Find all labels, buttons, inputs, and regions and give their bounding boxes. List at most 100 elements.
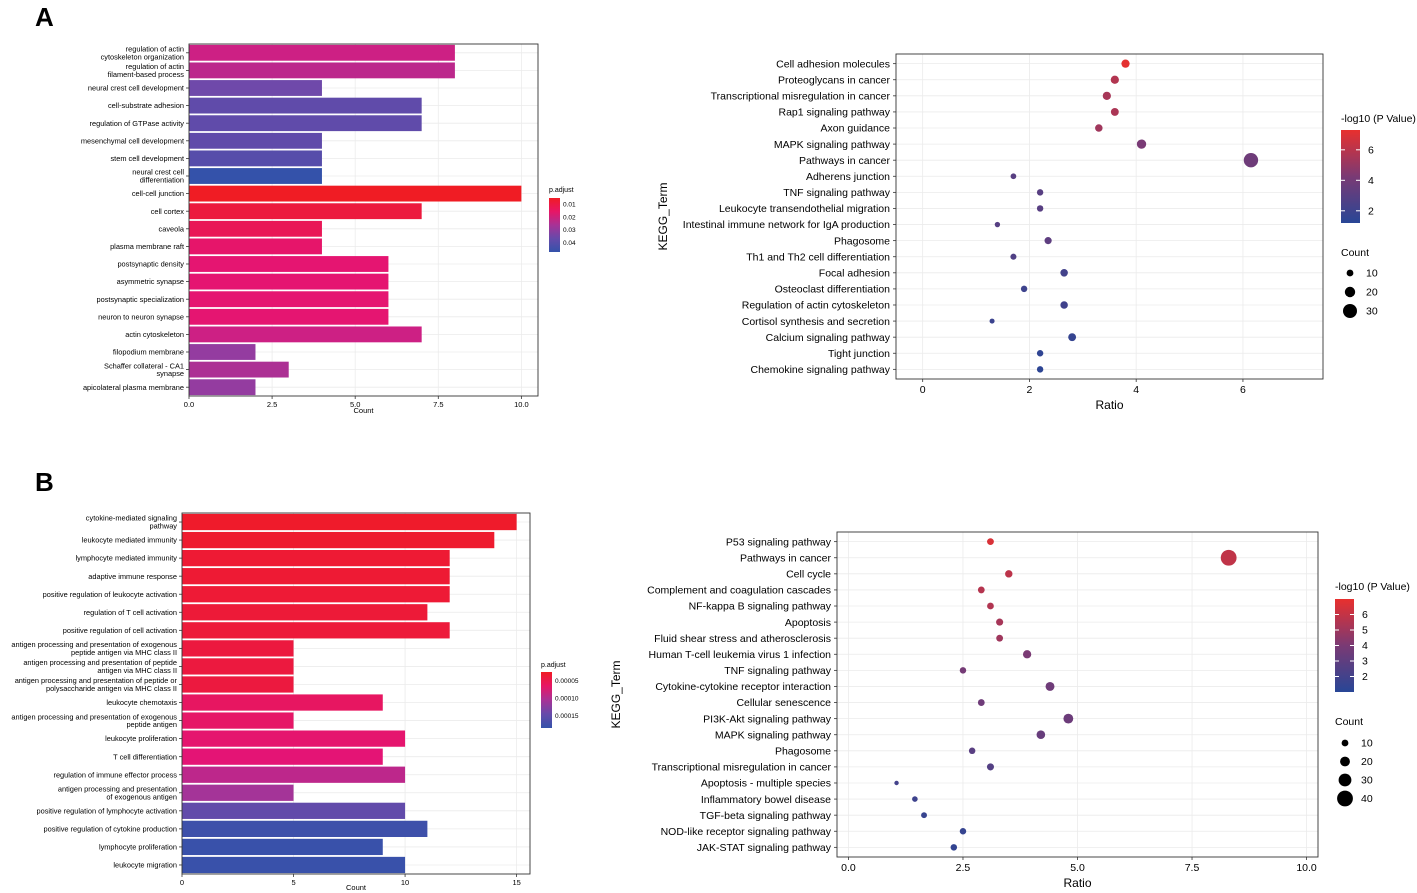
term-label: TGF-beta signaling pathway: [700, 810, 832, 822]
bar: [182, 586, 450, 603]
data-point: [1005, 570, 1013, 578]
category-label: T cell differentiation: [113, 752, 177, 761]
color-legend-label: 0.00010: [555, 695, 579, 702]
category-label: asymmetric synapse: [117, 277, 184, 286]
term-label: Cell adhesion molecules: [776, 58, 890, 70]
category-label: polysaccharide antigen via MHC class II: [46, 684, 177, 693]
data-point: [1036, 366, 1044, 373]
category-label: antigen processing and presentation of e…: [11, 640, 177, 649]
term-label: Cellular senescence: [736, 697, 831, 709]
data-point: [994, 221, 1001, 228]
data-point: [968, 747, 976, 755]
x-tick-label: 2: [1027, 384, 1033, 396]
data-point: [1044, 237, 1052, 245]
bar: [189, 361, 289, 378]
color-legend-label: 0.00005: [555, 678, 579, 685]
bar: [182, 640, 294, 657]
x-tick-label: 0: [920, 384, 926, 396]
size-legend-dot: [1337, 790, 1353, 807]
bar: [182, 658, 294, 675]
data-point: [1068, 333, 1077, 342]
color-legend-label: 0.02: [563, 214, 576, 221]
x-tick-label: 5.0: [1070, 862, 1085, 874]
category-label: neuron to neuron synapse: [98, 312, 184, 321]
term-label: PI3K-Akt signaling pathway: [703, 713, 832, 725]
category-label: leukocyte mediated immunity: [82, 536, 178, 545]
term-label: Cell cycle: [786, 569, 831, 581]
category-label: peptide antigen: [126, 720, 177, 729]
category-label: antigen processing and presentation: [58, 784, 177, 793]
plot-border: [181, 512, 531, 875]
color-legend-bar: [1341, 130, 1360, 223]
category-label: postsynaptic specialization: [96, 295, 184, 304]
category-label: regulation of GTPase activity: [90, 119, 185, 128]
term-label: Th1 and Th2 cell differentiation: [746, 251, 890, 263]
term-label: MAPK signaling pathway: [715, 729, 832, 741]
term-label: Transcriptional misregulation in cancer: [652, 762, 832, 774]
bar: [189, 62, 455, 79]
category-label: leukocyte proliferation: [105, 734, 177, 743]
x-tick-label: 0: [180, 878, 184, 887]
data-point: [1036, 205, 1044, 212]
color-legend-label: 5: [1362, 625, 1368, 637]
category-label: positive regulation of cell activation: [63, 626, 177, 635]
category-label: cytokine-mediated signaling: [86, 514, 177, 523]
category-label: positive regulation of cytokine producti…: [43, 824, 177, 833]
bar: [189, 185, 522, 202]
data-point: [1121, 59, 1130, 68]
x-tick-label: 0.0: [184, 400, 194, 409]
legend-title: -log10 (P Value): [1335, 581, 1410, 593]
category-label: regulation of actin: [126, 62, 184, 71]
data-point: [989, 318, 995, 324]
size-legend-dot: [1341, 739, 1349, 747]
x-tick-label: 2.5: [267, 400, 277, 409]
data-point: [1102, 91, 1111, 100]
category-label: antigen processing and presentation of p…: [15, 676, 178, 685]
data-point: [977, 586, 985, 594]
color-legend-bar: [541, 672, 552, 728]
color-legend-label: 0.04: [563, 240, 576, 247]
category-label: of exogenous antigen: [106, 792, 177, 801]
plot-background: [182, 513, 530, 874]
bar: [189, 168, 322, 184]
term-label: Cortisol synthesis and secretion: [742, 316, 890, 328]
term-label: Rap1 signaling pathway: [779, 107, 891, 119]
category-label: postsynaptic density: [117, 260, 184, 269]
category-label: lymphocyte proliferation: [99, 843, 177, 852]
category-label: antigen via MHC class II: [97, 666, 177, 675]
bar: [182, 730, 406, 747]
category-label: cytoskeleton organization: [101, 52, 184, 61]
term-label: Pathways in cancer: [799, 155, 891, 167]
data-point: [996, 618, 1004, 626]
plot-background: [189, 44, 538, 396]
x-tick-label: 5: [291, 878, 295, 887]
size-legend-dot: [1346, 269, 1354, 277]
term-label: NOD-like receptor signaling pathway: [661, 826, 832, 838]
term-label: Intestinal immune network for IgA produc…: [683, 219, 890, 231]
term-label: Transcriptional misregulation in cancer: [711, 91, 891, 103]
data-point: [996, 634, 1004, 642]
x-axis-title: Ratio: [1063, 876, 1091, 890]
x-tick-label: 6: [1240, 384, 1246, 396]
x-tick-label: 5.0: [350, 400, 360, 409]
plot-border: [895, 53, 1324, 380]
category-label: positive regulation of lymphocyte activa…: [37, 806, 178, 815]
data-point: [921, 812, 927, 819]
category-label: leukocyte migration: [113, 861, 177, 870]
x-tick-label: 7.5: [433, 400, 443, 409]
color-legend-label: 4: [1368, 175, 1374, 187]
size-legend-label: 40: [1361, 793, 1373, 805]
bar: [189, 97, 422, 114]
size-legend-dot: [1340, 756, 1350, 767]
color-legend-label: 0.00015: [555, 713, 579, 720]
x-tick-label: 10: [401, 878, 409, 887]
bar: [189, 379, 256, 396]
term-label: Focal adhesion: [819, 267, 890, 279]
category-label: caveola: [159, 224, 185, 233]
term-label: Osteoclast differentiation: [775, 284, 891, 296]
y-axis-title: KEGG_Term: [656, 182, 670, 250]
chart-b-kegg-dotplot: P53 signaling pathway Pathways in cancer C…: [609, 531, 1410, 890]
term-label: Apoptosis: [785, 617, 831, 629]
term-label: TNF signaling pathway: [724, 665, 832, 677]
